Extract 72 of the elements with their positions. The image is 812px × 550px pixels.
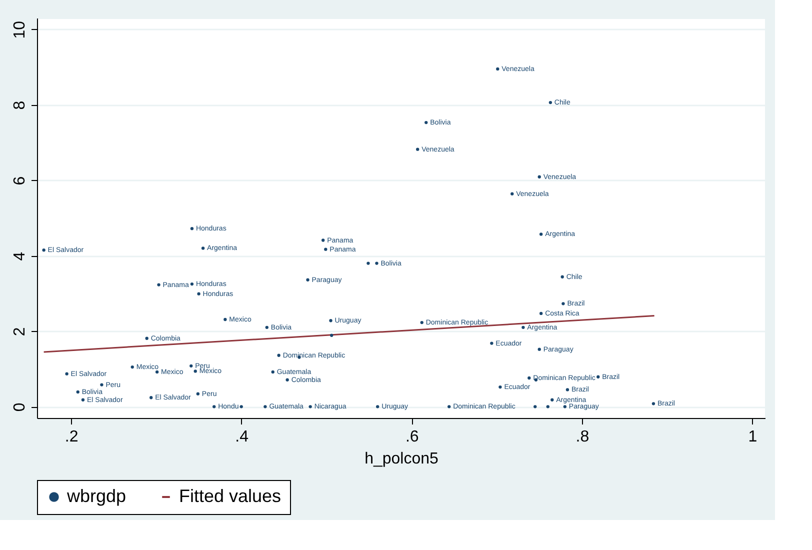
point <box>566 388 570 392</box>
point <box>538 175 541 178</box>
point <box>539 312 543 316</box>
point <box>550 398 554 402</box>
point <box>42 248 46 252</box>
point <box>271 370 274 374</box>
point <box>490 342 494 345</box>
x-tick-label: .4 <box>235 428 249 446</box>
point <box>498 385 502 389</box>
point <box>496 67 500 71</box>
x-axis-title: h_polcon5 <box>364 450 439 468</box>
point <box>534 405 537 408</box>
point <box>240 405 243 408</box>
point <box>155 370 159 374</box>
point <box>563 405 566 408</box>
legend-label: Fitted values <box>179 486 282 506</box>
point <box>190 282 194 286</box>
point <box>150 396 153 400</box>
point <box>130 365 134 369</box>
point <box>416 148 420 151</box>
y-tick-label: 10 <box>12 20 28 39</box>
point <box>264 405 267 408</box>
point <box>322 238 325 242</box>
x-tick-label: .2 <box>64 428 78 446</box>
point <box>528 376 531 380</box>
point <box>538 348 541 351</box>
point <box>65 372 68 376</box>
point <box>81 398 85 402</box>
point <box>330 334 334 337</box>
y-tick-label: 0 <box>12 402 28 412</box>
point <box>652 402 656 406</box>
point <box>224 318 227 322</box>
point <box>522 326 525 330</box>
point <box>366 262 370 265</box>
y-tick-label: 8 <box>12 100 28 110</box>
point <box>560 275 564 278</box>
point <box>201 246 205 250</box>
y-tick-label: 4 <box>12 252 28 261</box>
point <box>100 383 104 386</box>
legend-label: wbrgdp <box>66 486 126 506</box>
point <box>376 405 380 408</box>
point <box>196 392 200 396</box>
point <box>190 364 193 368</box>
point <box>265 326 268 330</box>
point <box>510 192 514 196</box>
point <box>76 390 80 394</box>
point <box>306 278 310 282</box>
y-tick-label: 2 <box>12 327 28 336</box>
point <box>145 336 148 340</box>
x-tick-label: .6 <box>405 428 419 446</box>
point <box>548 100 552 104</box>
point <box>562 302 565 306</box>
point <box>212 405 216 408</box>
x-tick-label: .8 <box>576 428 590 446</box>
point <box>308 405 312 408</box>
point <box>375 262 378 265</box>
point <box>190 226 194 230</box>
point <box>157 283 160 286</box>
point <box>277 354 280 357</box>
x-tick-label: 1 <box>748 428 758 446</box>
point <box>539 232 543 236</box>
point <box>546 405 550 408</box>
point <box>420 320 424 324</box>
point <box>194 370 197 373</box>
y-tick-label: 6 <box>12 176 28 186</box>
point <box>424 120 428 124</box>
point <box>197 292 200 296</box>
point <box>329 319 332 322</box>
point <box>324 248 328 251</box>
point <box>596 375 600 378</box>
point <box>448 405 451 408</box>
point <box>286 378 289 382</box>
